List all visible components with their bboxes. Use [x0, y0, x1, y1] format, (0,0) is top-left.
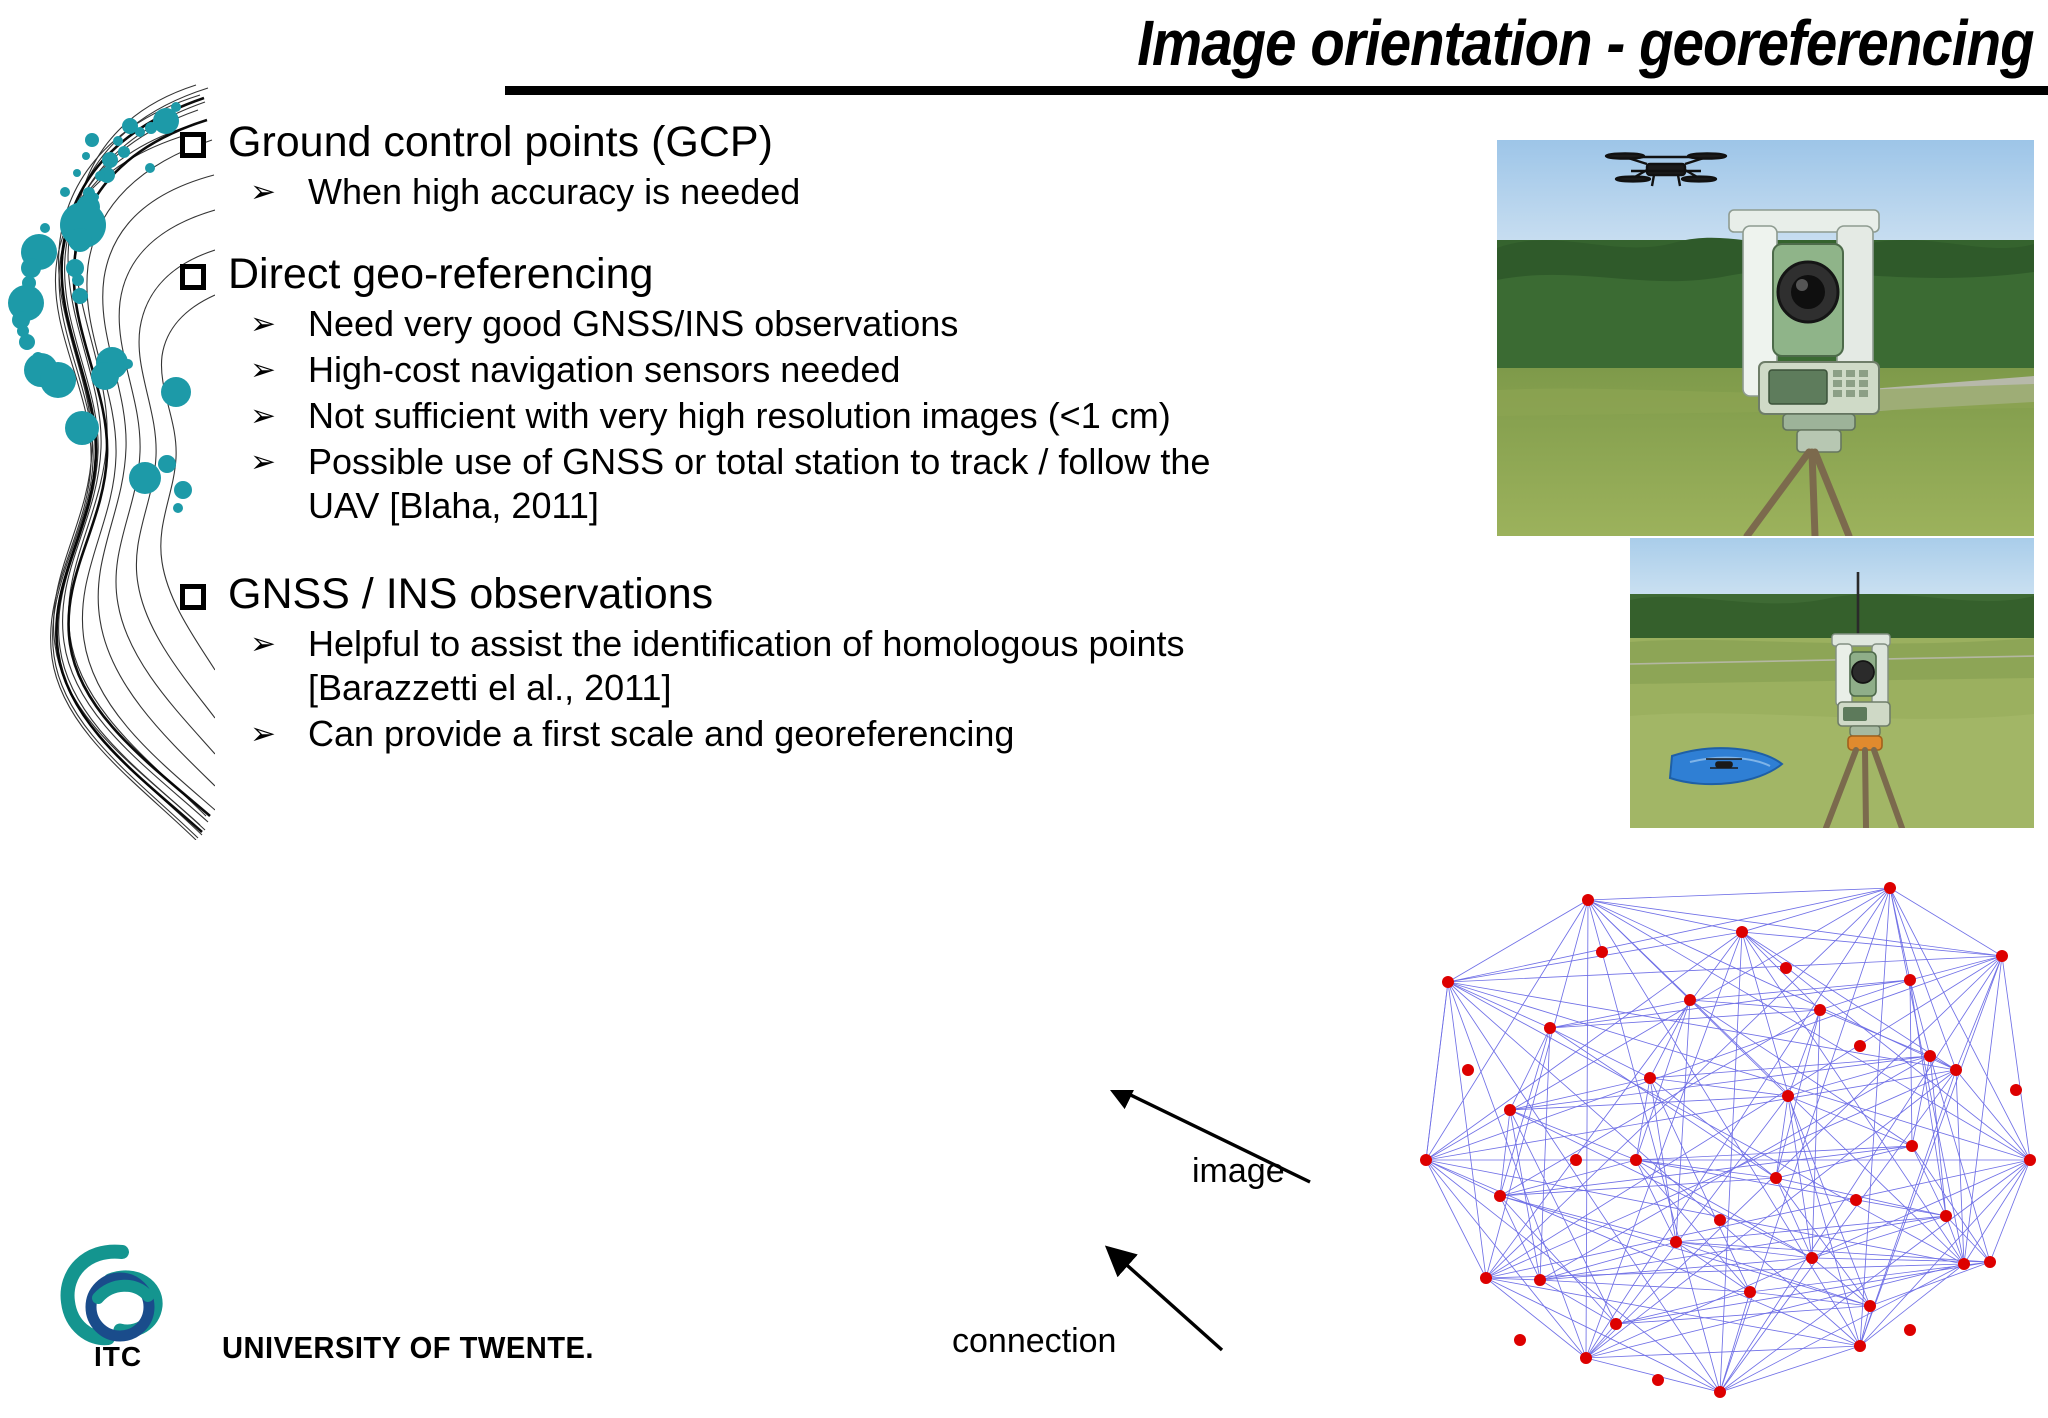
- sub-list-gcp: ➢ When high accuracy is needed: [250, 170, 1280, 214]
- arrow-bullet-icon: ➢: [250, 398, 276, 434]
- photo-total-station-field: [1630, 538, 2034, 828]
- section-heading-text: Ground control points (GCP): [228, 118, 773, 166]
- list-item-label: Need very good GNSS/INS observations: [308, 303, 959, 345]
- annotation-label-image: image: [1192, 1152, 1285, 1190]
- arrow-bullet-icon: ➢: [250, 715, 276, 751]
- annotation-leader-lines: [1103, 1090, 1311, 1352]
- arrow-bullet-icon: ➢: [250, 352, 276, 388]
- list-item-label: Helpful to assist the identification of …: [308, 622, 1185, 708]
- list-item: ➢ When high accuracy is needed: [250, 170, 1280, 214]
- list-item-label: Not sufficient with very high resolution…: [308, 395, 1171, 437]
- section-heading-direct-georeferencing: Direct geo-referencing: [180, 250, 1280, 298]
- bullet-content: Ground control points (GCP) ➢ When high …: [180, 118, 1280, 758]
- list-item-label: Can provide a first scale and georeferen…: [308, 712, 1015, 754]
- page-title: Image orientation - georeferencing: [1137, 7, 2035, 79]
- list-item: ➢ Helpful to assist the identification o…: [250, 622, 1280, 710]
- university-wordmark: UNIVERSITY OF TWENTE.: [222, 1330, 594, 1365]
- sub-list-gnss-ins: ➢ Helpful to assist the identification o…: [250, 622, 1280, 756]
- annotation-label-connection: connection: [952, 1322, 1117, 1360]
- photo-total-station-with-uav: [1497, 140, 2034, 536]
- list-item-label: When high accuracy is needed: [308, 171, 801, 213]
- itc-logo: ITC: [60, 1244, 163, 1370]
- arrow-bullet-icon: ➢: [250, 174, 276, 210]
- spacer: [180, 216, 1280, 250]
- square-bullet-icon: [180, 132, 206, 158]
- arrow-bullet-icon: ➢: [250, 443, 276, 479]
- list-item: ➢ Need very good GNSS/INS observations: [250, 302, 1280, 346]
- arrow-bullet-icon: ➢: [250, 306, 276, 342]
- section-heading-text: GNSS / INS observations: [228, 569, 714, 618]
- sub-list-direct-georeferencing: ➢ Need very good GNSS/INS observations ➢…: [250, 302, 1280, 528]
- section-heading-text: Direct geo-referencing: [228, 250, 654, 299]
- square-bullet-icon: [180, 583, 206, 610]
- list-item: ➢ Can provide a first scale and georefer…: [250, 712, 1280, 756]
- list-item-label: Possible use of GNSS or total station to…: [308, 440, 1211, 526]
- list-item: ➢ High-cost navigation sensors needed: [250, 348, 1280, 392]
- decorative-flow-graphic: [8, 84, 215, 840]
- square-bullet-icon: [180, 264, 206, 291]
- spacer: [180, 530, 1280, 570]
- section-heading-gcp: Ground control points (GCP): [180, 118, 1280, 166]
- section-heading-gnss-ins: GNSS / INS observations: [180, 570, 1280, 618]
- itc-logo-text: ITC: [94, 1341, 142, 1370]
- arrow-bullet-icon: ➢: [250, 625, 276, 661]
- title-underline-rule: [505, 86, 2048, 95]
- list-item: ➢ Possible use of GNSS or total station …: [250, 440, 1280, 528]
- image-connection-network-graph: [1420, 882, 2036, 1398]
- list-item-label: High-cost navigation sensors needed: [308, 349, 901, 391]
- list-item: ➢ Not sufficient with very high resoluti…: [250, 394, 1280, 438]
